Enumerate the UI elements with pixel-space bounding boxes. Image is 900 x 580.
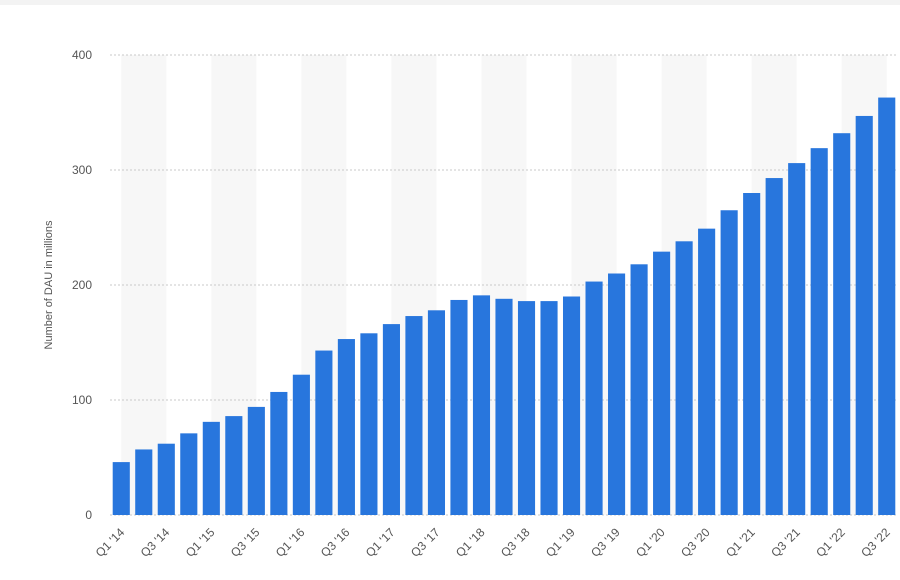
bar <box>608 273 626 515</box>
bar <box>225 416 243 515</box>
x-tick-label: Q1 '19 <box>543 525 578 560</box>
bar <box>112 462 130 515</box>
bar <box>765 178 783 516</box>
bar <box>720 210 738 515</box>
x-tick-label: Q1 '16 <box>273 525 308 560</box>
bar <box>360 333 378 515</box>
x-tick-label: Q3 '15 <box>228 525 263 560</box>
bar <box>540 301 558 515</box>
y-tick-label: 200 <box>72 278 92 292</box>
x-tick-label: Q3 '19 <box>588 525 623 560</box>
bar <box>270 391 288 515</box>
bar <box>495 298 513 515</box>
bar <box>878 97 896 516</box>
x-tick-label: Q3 '18 <box>498 525 533 560</box>
x-tick-label: Q1 '17 <box>363 525 398 560</box>
bar <box>743 193 761 515</box>
bar <box>472 295 491 515</box>
bar <box>202 421 220 515</box>
bar <box>585 281 603 515</box>
bar <box>675 241 693 516</box>
bar <box>157 443 175 515</box>
x-tick-label: Q3 '14 <box>138 525 173 560</box>
bar <box>337 339 355 515</box>
bar <box>698 228 716 515</box>
bar <box>427 310 446 515</box>
x-tick-label: Q3 '16 <box>318 525 353 560</box>
x-tick-label: Q1 '15 <box>183 525 218 560</box>
bar <box>405 316 423 515</box>
bar <box>180 433 198 515</box>
bar <box>382 324 400 515</box>
bar <box>135 449 153 515</box>
x-tick-label: Q1 '14 <box>93 525 128 560</box>
bar <box>653 251 671 515</box>
top-strip <box>0 0 900 5</box>
bar <box>517 301 536 515</box>
x-tick-label: Q3 '21 <box>768 525 803 560</box>
bar <box>450 299 468 515</box>
bar <box>788 163 806 515</box>
bar <box>292 374 310 515</box>
x-tick-label: Q1 '22 <box>813 525 848 560</box>
x-tick-label: Q3 '22 <box>858 525 893 560</box>
y-tick-label: 300 <box>72 163 92 177</box>
x-tick-label: Q3 '20 <box>678 525 713 560</box>
y-tick-label: 400 <box>72 48 92 62</box>
x-tick-label: Q1 '21 <box>723 525 758 560</box>
y-tick-label: 100 <box>72 393 92 407</box>
x-tick-label: Q1 '20 <box>633 525 668 560</box>
bar <box>247 406 265 515</box>
y-axis-label: Number of DAU in millions <box>43 220 55 349</box>
x-tick-label: Q3 '17 <box>408 525 443 560</box>
bar <box>855 115 873 515</box>
bar <box>630 264 648 515</box>
bar <box>315 350 333 515</box>
bar <box>833 133 851 515</box>
x-tick-label: Q1 '18 <box>453 525 488 560</box>
y-tick-label: 0 <box>85 508 92 522</box>
bar <box>810 148 828 515</box>
bar <box>562 296 581 515</box>
